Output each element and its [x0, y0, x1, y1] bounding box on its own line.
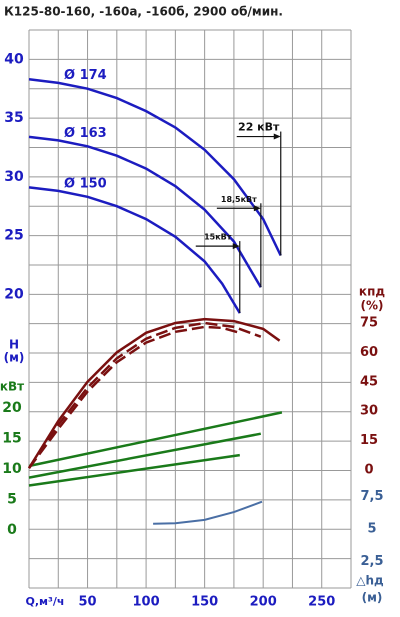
y-tick-label: 0: [364, 463, 373, 478]
power-label: 15кВт: [204, 233, 232, 242]
line: [28, 453, 240, 487]
y-tick-label: 0: [7, 522, 17, 538]
y-axis-label: (м): [362, 591, 383, 605]
series-label: Ø 163: [64, 126, 107, 141]
line: [27, 321, 262, 469]
line: [153, 500, 263, 525]
series-label: Ø 174: [64, 68, 107, 83]
power-label: 22 кВт: [238, 121, 280, 134]
y-axis-label: (%): [361, 299, 384, 313]
y-tick-label: 30: [4, 169, 24, 185]
series-label: Ø 150: [64, 176, 107, 191]
x-tick-label: 250: [308, 595, 335, 610]
y-axis-label: H: [9, 338, 19, 352]
y-tick-label: 25: [4, 228, 23, 244]
y-tick-label: 75: [360, 316, 378, 331]
chart-title: К125-80-160, -160а, -160б, 2900 об/мин.: [4, 5, 283, 19]
y-tick-label: 2,5: [360, 554, 383, 569]
y-axis-label: (м): [4, 351, 25, 365]
x-axis-label: Q,м³/ч: [26, 595, 65, 608]
power-label: 18,5кВт: [221, 195, 257, 204]
y-tick-label: 35: [4, 110, 23, 126]
arrow-head: [232, 243, 240, 250]
line: [27, 317, 281, 469]
y-tick-label: 5: [7, 492, 17, 508]
y-tick-label: 40: [4, 51, 24, 67]
x-tick-label: 50: [78, 595, 96, 610]
y-tick-label: 5: [367, 522, 376, 537]
y-tick-label: 15: [360, 433, 378, 448]
y-tick-label: 30: [360, 404, 378, 419]
y-tick-label: 10: [2, 461, 22, 477]
y-axis-label: △hд: [356, 574, 384, 588]
line: [27, 325, 241, 469]
line: [28, 411, 283, 468]
arrow-head: [253, 205, 261, 212]
y-tick-label: 60: [360, 345, 378, 360]
y-tick-label: 15: [2, 431, 21, 447]
x-tick-label: 200: [250, 595, 277, 610]
x-tick-label: 100: [133, 595, 160, 610]
grid: [28, 29, 352, 589]
line: [28, 186, 241, 314]
y-tick-label: 20: [2, 400, 22, 416]
y-axis-label: кпд: [359, 285, 385, 299]
line: [28, 78, 282, 257]
line: [28, 135, 262, 288]
y-tick-label: 45: [360, 374, 378, 389]
y-tick-label: 7,5: [360, 489, 383, 504]
x-tick-label: 150: [191, 595, 218, 610]
y-axis-label: кВт: [0, 380, 24, 394]
arrow-head: [273, 133, 281, 140]
line: [28, 432, 262, 479]
y-tick-label: 20: [4, 286, 24, 302]
